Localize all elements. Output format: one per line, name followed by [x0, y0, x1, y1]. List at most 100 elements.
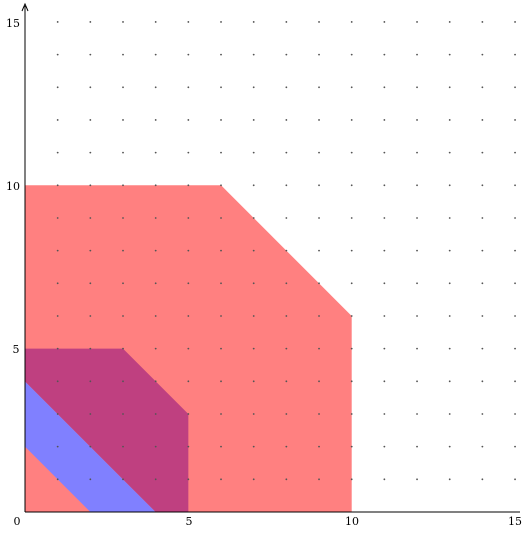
grid-dot: [285, 315, 288, 317]
grid-dot: [448, 445, 451, 448]
grid-dot: [514, 217, 516, 219]
grid-dot: [220, 119, 222, 121]
grid-dot: [514, 315, 516, 317]
grid-dot: [318, 445, 320, 448]
grid-dot: [416, 86, 418, 89]
axes: [21, 2, 520, 513]
grid-dot: [383, 478, 386, 481]
grid-dot: [350, 380, 353, 383]
grid-dot: [350, 119, 353, 121]
grid-dot: [318, 249, 320, 252]
grid-dot: [89, 151, 92, 154]
grid-dot: [252, 315, 255, 317]
grid-dot: [448, 21, 451, 23]
grid-dot: [122, 151, 124, 154]
grid-dot: [89, 282, 92, 285]
grid-dot: [122, 282, 124, 285]
grid-dot: [285, 413, 288, 415]
grid-dot: [154, 21, 157, 23]
grid-dot: [187, 282, 190, 285]
grid-dot: [56, 53, 59, 56]
grid-dot: [154, 413, 157, 415]
grid-dot: [285, 86, 288, 89]
grid-dot: [514, 184, 516, 187]
grid-dot: [154, 53, 157, 56]
grid-dot: [448, 86, 451, 89]
grid-dot: [514, 21, 516, 23]
grid-dot: [350, 249, 353, 252]
grid-dot: [187, 86, 190, 89]
grid-dot: [448, 217, 451, 219]
grid-dot: [514, 478, 516, 481]
grid-dot: [383, 282, 386, 285]
grid-dot: [220, 86, 222, 89]
grid-dot: [89, 53, 92, 56]
grid-dot: [56, 445, 59, 448]
grid-dot: [56, 184, 59, 187]
grid-dot: [318, 315, 320, 317]
grid-dot: [448, 478, 451, 481]
grid-dot: [89, 413, 92, 415]
grid-dot: [416, 21, 418, 23]
grid-dot: [285, 21, 288, 23]
grid-dot: [350, 184, 353, 187]
y-tick-label-5: 5: [13, 343, 20, 356]
grid-dot: [416, 151, 418, 154]
grid-dot: [220, 249, 222, 252]
grid-dot: [285, 249, 288, 252]
grid-dot: [122, 184, 124, 187]
grid-dot: [383, 119, 386, 121]
grid-dot: [89, 184, 92, 187]
grid-dot: [448, 347, 451, 350]
grid-dot: [481, 380, 484, 383]
grid-dot: [220, 21, 222, 23]
grid-dots: [56, 21, 516, 481]
grid-dot: [481, 217, 484, 219]
grid-dot: [122, 413, 124, 415]
grid-dot: [416, 119, 418, 121]
grid-dot: [187, 217, 190, 219]
grid-dot: [187, 119, 190, 121]
grid-dot: [350, 151, 353, 154]
grid-dot: [318, 184, 320, 187]
grid-dot: [56, 282, 59, 285]
grid-dot: [187, 380, 190, 383]
x-tick-label-15: 15: [508, 515, 522, 528]
grid-dot: [383, 413, 386, 415]
grid-dot: [220, 217, 222, 219]
x-tick-label-5: 5: [186, 515, 193, 528]
grid-dot: [154, 249, 157, 252]
grid-dot: [481, 53, 484, 56]
grid-dot: [122, 249, 124, 252]
grid-dot: [416, 217, 418, 219]
grid-dot: [89, 249, 92, 252]
y-tick-label-10: 10: [6, 180, 20, 193]
grid-dot: [383, 445, 386, 448]
grid-dot: [154, 86, 157, 89]
grid-dot: [89, 347, 92, 350]
grid-dot: [252, 217, 255, 219]
grid-dot: [220, 184, 222, 187]
grid-dot: [252, 413, 255, 415]
grid-dot: [481, 184, 484, 187]
grid-dot: [416, 249, 418, 252]
grid-dot: [122, 119, 124, 121]
grid-dot: [122, 445, 124, 448]
grid-dot: [220, 445, 222, 448]
tick-labels: 0 5 10 15 5 10 15: [6, 17, 522, 528]
grid-dot: [481, 478, 484, 481]
grid-dot: [56, 380, 59, 383]
grid-dot: [56, 249, 59, 252]
grid-dot: [514, 249, 516, 252]
grid-dot: [56, 119, 59, 121]
grid-dot: [252, 282, 255, 285]
grid-dot: [252, 445, 255, 448]
grid-dot: [122, 217, 124, 219]
grid-dot: [481, 347, 484, 350]
grid-dot: [350, 347, 353, 350]
grid-dot: [220, 380, 222, 383]
grid-dot: [154, 151, 157, 154]
grid-dot: [350, 53, 353, 56]
grid-dot: [416, 380, 418, 383]
grid-dot: [56, 347, 59, 350]
